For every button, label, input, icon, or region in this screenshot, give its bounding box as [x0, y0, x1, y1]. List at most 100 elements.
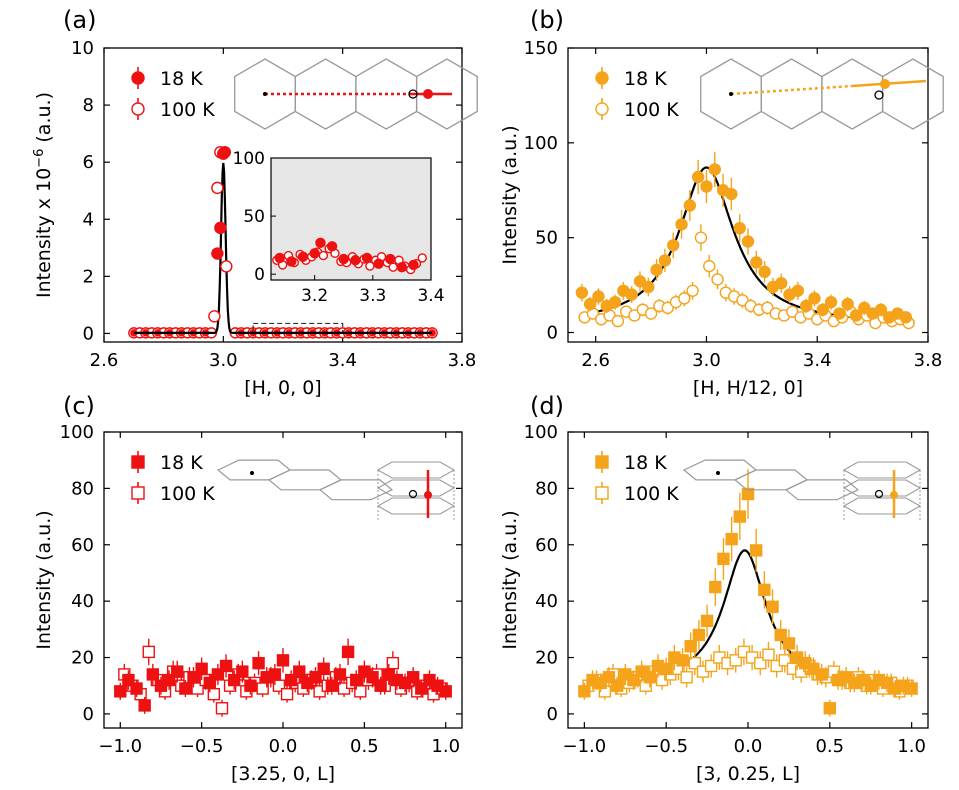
data-point-100K	[678, 292, 691, 305]
x-tick-label: −0.5	[644, 736, 688, 757]
y-tick-label: 40	[71, 591, 94, 612]
brillouin-zone-hexagon	[784, 479, 860, 501]
data-point-18K	[578, 685, 591, 698]
data-point-18K	[583, 297, 597, 311]
gamma-point	[250, 471, 254, 475]
gamma-point	[263, 92, 267, 96]
inset-data-point-100K	[417, 253, 427, 263]
data-point-18K	[709, 580, 722, 594]
brillouin-zone-hexagon	[881, 58, 944, 130]
plot-frame	[103, 47, 463, 343]
x-tick-label: 0.5	[815, 736, 844, 757]
data-point-18K	[171, 665, 184, 678]
data-point-18K	[899, 311, 913, 324]
data-point-18K	[823, 702, 837, 715]
brillouin-zone-hexagon	[842, 497, 922, 515]
data-point-18K	[708, 163, 721, 176]
data-point-18K	[684, 640, 697, 653]
y-tick-label: 20	[535, 648, 558, 669]
data-point-18K	[439, 685, 452, 698]
x-tick-label: 3.4	[328, 350, 357, 371]
brillouin-zone-hexagon	[682, 459, 758, 481]
x-axis-label: [H, H/12, 0]	[693, 377, 803, 399]
inset-data-point-18K	[286, 256, 297, 267]
data-point-18K	[325, 679, 339, 692]
inset-data-point-18K	[385, 253, 396, 265]
legend-marker	[595, 455, 609, 469]
bragg-point	[880, 79, 890, 89]
inset-data-point-18K	[309, 248, 320, 259]
legend-marker	[595, 486, 609, 500]
gamma-point	[729, 92, 733, 96]
y-tick-label: 100	[524, 422, 558, 443]
data-point-100K	[211, 181, 224, 195]
chart-panel-d: −1.0 −0.5 0.0 0.5 1.0 0 20 40 60 80 100 [3, 0.25, L…	[499, 392, 929, 785]
y-tick-label: 60	[71, 535, 94, 556]
data-point-18K	[114, 685, 127, 698]
inset-data-point-18K	[361, 252, 373, 264]
legend-marker	[131, 102, 145, 116]
data-point-18K	[203, 676, 216, 690]
data-point-18K	[849, 309, 863, 322]
data-point-18K	[741, 235, 755, 248]
data-point-18K	[130, 682, 143, 695]
y-tick-label: 20	[71, 648, 94, 669]
data-point-18K	[758, 583, 771, 597]
data-point-18K	[122, 673, 135, 687]
legend-label: 18 K	[624, 452, 667, 474]
y-tick-label: 40	[535, 591, 558, 612]
data-point-18K	[293, 665, 306, 678]
y-tick-label: 2	[83, 266, 94, 287]
data-point-100K	[215, 702, 229, 715]
data-point-100K	[754, 656, 767, 670]
inset-data-point-18K	[338, 253, 349, 265]
inset-data-point-100K	[318, 250, 329, 261]
inset-data-point-18K	[326, 241, 338, 252]
data-point-18K	[211, 247, 224, 260]
data-point-100K	[680, 671, 693, 684]
y-axis-label-unit: (a.u.)	[33, 92, 55, 149]
data-point-18K	[659, 662, 673, 675]
data-point-100K	[628, 309, 641, 322]
x-tick-label: 3.0	[692, 350, 721, 371]
y-axis-label: Intensity (a.u.)	[33, 510, 55, 649]
data-point-18K	[146, 668, 160, 681]
brillouin-zone-schematic	[234, 58, 478, 130]
y-axis-label: Intensity (a.u.)	[499, 125, 521, 264]
x-tick-label: 3.4	[803, 350, 832, 371]
data-point-18K	[675, 218, 688, 231]
data-point-100K	[711, 273, 724, 286]
inset-x-tick-label: 3.3	[359, 286, 386, 306]
panel-label: (a)	[63, 6, 96, 34]
inset-y-tick-label: 100	[233, 149, 265, 169]
legend-label: 100 K	[160, 99, 215, 121]
data-point-18K	[749, 544, 763, 557]
y-axis-label: Intensity (a.u.)	[499, 510, 521, 649]
data-point-18K	[650, 263, 663, 277]
data-point-18K	[341, 645, 355, 659]
data-point-18K	[608, 295, 622, 309]
data-point-18K	[276, 654, 290, 667]
data-point-18K	[195, 662, 208, 675]
data-point-18K	[211, 668, 225, 681]
y-tick-label: 0	[83, 323, 94, 344]
chart-panel-b: 2.6 3.0 3.4 3.8 0 50 100 150 [H, H/12, 0] (b) Inte…	[499, 6, 944, 399]
inset-data-point-18K	[408, 259, 419, 271]
data-point-100K	[142, 645, 155, 659]
x-tick-label: −0.5	[180, 736, 224, 757]
data-point-100K	[686, 284, 699, 297]
inset-data-point-18K	[373, 258, 384, 269]
y-tick-label: 100	[60, 422, 94, 443]
data-point-18K	[733, 510, 747, 523]
y-tick-label: 0	[83, 704, 94, 725]
legend-label: 100 K	[624, 483, 679, 505]
scan-path-dotted	[730, 84, 853, 96]
data-point-18K	[252, 656, 265, 670]
legend-label: 100 K	[160, 483, 215, 505]
data-point-100K	[688, 656, 702, 670]
bragg-point	[423, 89, 433, 99]
data-point-18K	[138, 699, 151, 712]
reciprocal-point	[874, 90, 884, 100]
data-point-18K	[317, 662, 330, 675]
